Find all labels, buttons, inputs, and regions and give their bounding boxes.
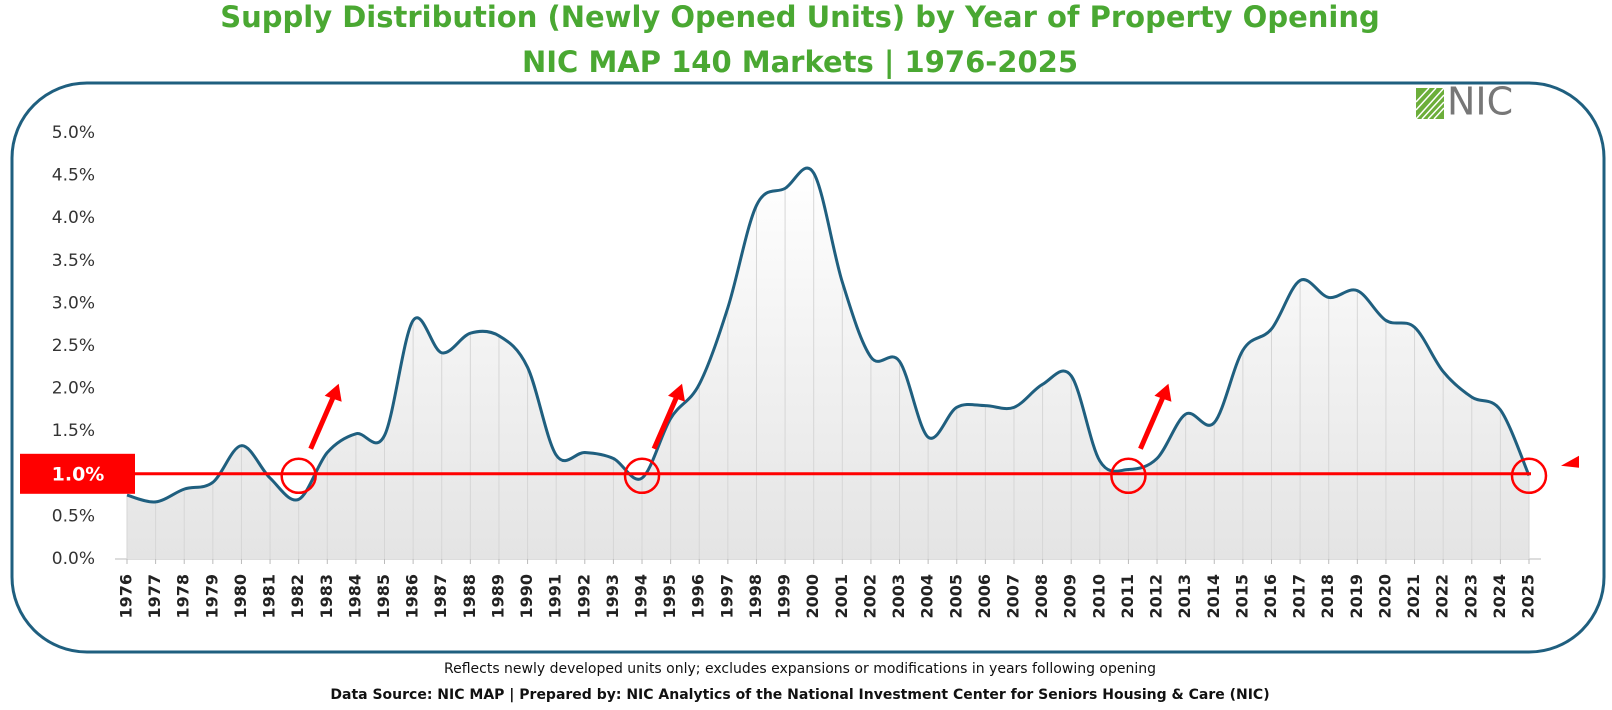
x-tick-label: 1990 [517, 574, 536, 619]
x-tick-label: 2012 [1147, 574, 1166, 619]
y-tick-label: 3.0% [52, 293, 95, 313]
line [126, 166, 1531, 504]
highlight-circle [1110, 457, 1147, 495]
x-tick-label: 2022 [1433, 574, 1452, 619]
y-tick-label: 4.0% [52, 208, 95, 228]
area [127, 168, 1529, 559]
x-tick-label: 1976 [117, 574, 136, 619]
x-tick-label: 1987 [431, 574, 450, 619]
x-tick-label: 1995 [660, 574, 679, 619]
arrow-shaft [1138, 392, 1167, 450]
logo-stripes [1415, 87, 1445, 120]
y-tick-label: 5.0% [52, 123, 95, 143]
x-tick-label: 2019 [1347, 574, 1366, 619]
x-tick-label: 1979 [202, 574, 221, 619]
x-tick-label: 2023 [1461, 574, 1480, 619]
x-tick-label: 2008 [1032, 574, 1051, 619]
x-tick-label: 1998 [746, 574, 765, 619]
highlight-circle [623, 457, 661, 495]
x-tick-label: 1985 [374, 574, 393, 619]
x-tick-label: 2006 [975, 574, 994, 619]
highlight-circle [280, 457, 317, 495]
y-tick-label: 4.5% [52, 166, 95, 186]
frame [10, 81, 1606, 654]
reference-label-box [20, 453, 135, 494]
x-tick-label: 1978 [174, 574, 193, 619]
x-tick-label: 2005 [946, 574, 965, 619]
x-tick-label: 2025 [1519, 574, 1538, 619]
arrow-shaft [651, 392, 681, 450]
x-tick-label: 1993 [603, 574, 622, 619]
arrow-head [324, 383, 342, 402]
chart-subtitle: NIC MAP 140 Markets | 1976-2025 [522, 45, 1078, 79]
logo: NIC [1415, 80, 1513, 124]
x-tick-label: 1996 [689, 574, 708, 619]
arrow-head [668, 383, 686, 402]
chart-title: Supply Distribution (Newly Opened Units)… [220, 0, 1380, 34]
x-tick-label: 1984 [345, 574, 364, 619]
x-tick-label: 2015 [1232, 574, 1251, 619]
x-tick-label: 1977 [145, 574, 164, 619]
y-tick-label: 2.5% [52, 336, 95, 356]
x-tick-label: 2004 [918, 574, 937, 619]
x-tick-label: 1989 [488, 574, 507, 619]
x-tick-label: 1986 [403, 574, 422, 619]
x-tick-label: 2000 [803, 574, 822, 619]
x-tick-label: 2003 [889, 574, 908, 619]
arrow-head [1561, 455, 1579, 468]
y-tick-label: 1.5% [52, 421, 95, 441]
footnote: Reflects newly developed units only; exc… [444, 661, 1156, 677]
y-tick-label: 0.5% [52, 506, 95, 526]
source-note: Data Source: NIC MAP | Prepared by: NIC … [330, 687, 1269, 703]
x-tick-label: 1992 [574, 574, 593, 619]
x-tick-label: 2001 [832, 574, 851, 619]
x-tick-label: 1999 [775, 574, 794, 619]
reference-label: 1.0% [52, 463, 105, 485]
x-tick-label: 1994 [632, 574, 651, 619]
x-tick-label: 2010 [1089, 574, 1108, 619]
x-tick-label: 1982 [288, 574, 307, 619]
x-tick-label: 1991 [546, 574, 565, 619]
x-tick-label: 2007 [1003, 574, 1022, 619]
x-tick-label: 2017 [1290, 574, 1309, 619]
x-tick-label: 1997 [717, 574, 736, 619]
x-tick-label: 1988 [460, 574, 479, 619]
arrow-head [1154, 383, 1172, 402]
x-tick-label: 2016 [1261, 574, 1280, 619]
x-tick-label: 2021 [1404, 574, 1423, 619]
x-tick-label: 2014 [1204, 574, 1223, 619]
x-tick-label: 1981 [260, 574, 279, 619]
x-tick-label: 2024 [1490, 574, 1509, 619]
y-tick-label: 0.0% [52, 549, 95, 569]
y-tick-label: 2.0% [52, 379, 95, 399]
x-tick-label: 1980 [231, 574, 250, 619]
x-tick-label: 2020 [1375, 574, 1394, 619]
x-tick-label: 2011 [1118, 574, 1137, 619]
x-tick-label: 2009 [1061, 574, 1080, 619]
x-tick-label: 1983 [317, 574, 336, 619]
x-tick-label: 2018 [1318, 574, 1337, 619]
x-tick-label: 2002 [860, 574, 879, 619]
highlight-circle [1510, 457, 1548, 495]
x-tick-label: 2013 [1175, 574, 1194, 619]
logo-text: NIC [1447, 80, 1513, 124]
y-tick-label: 3.5% [52, 251, 95, 271]
arrow-shaft [308, 392, 337, 450]
